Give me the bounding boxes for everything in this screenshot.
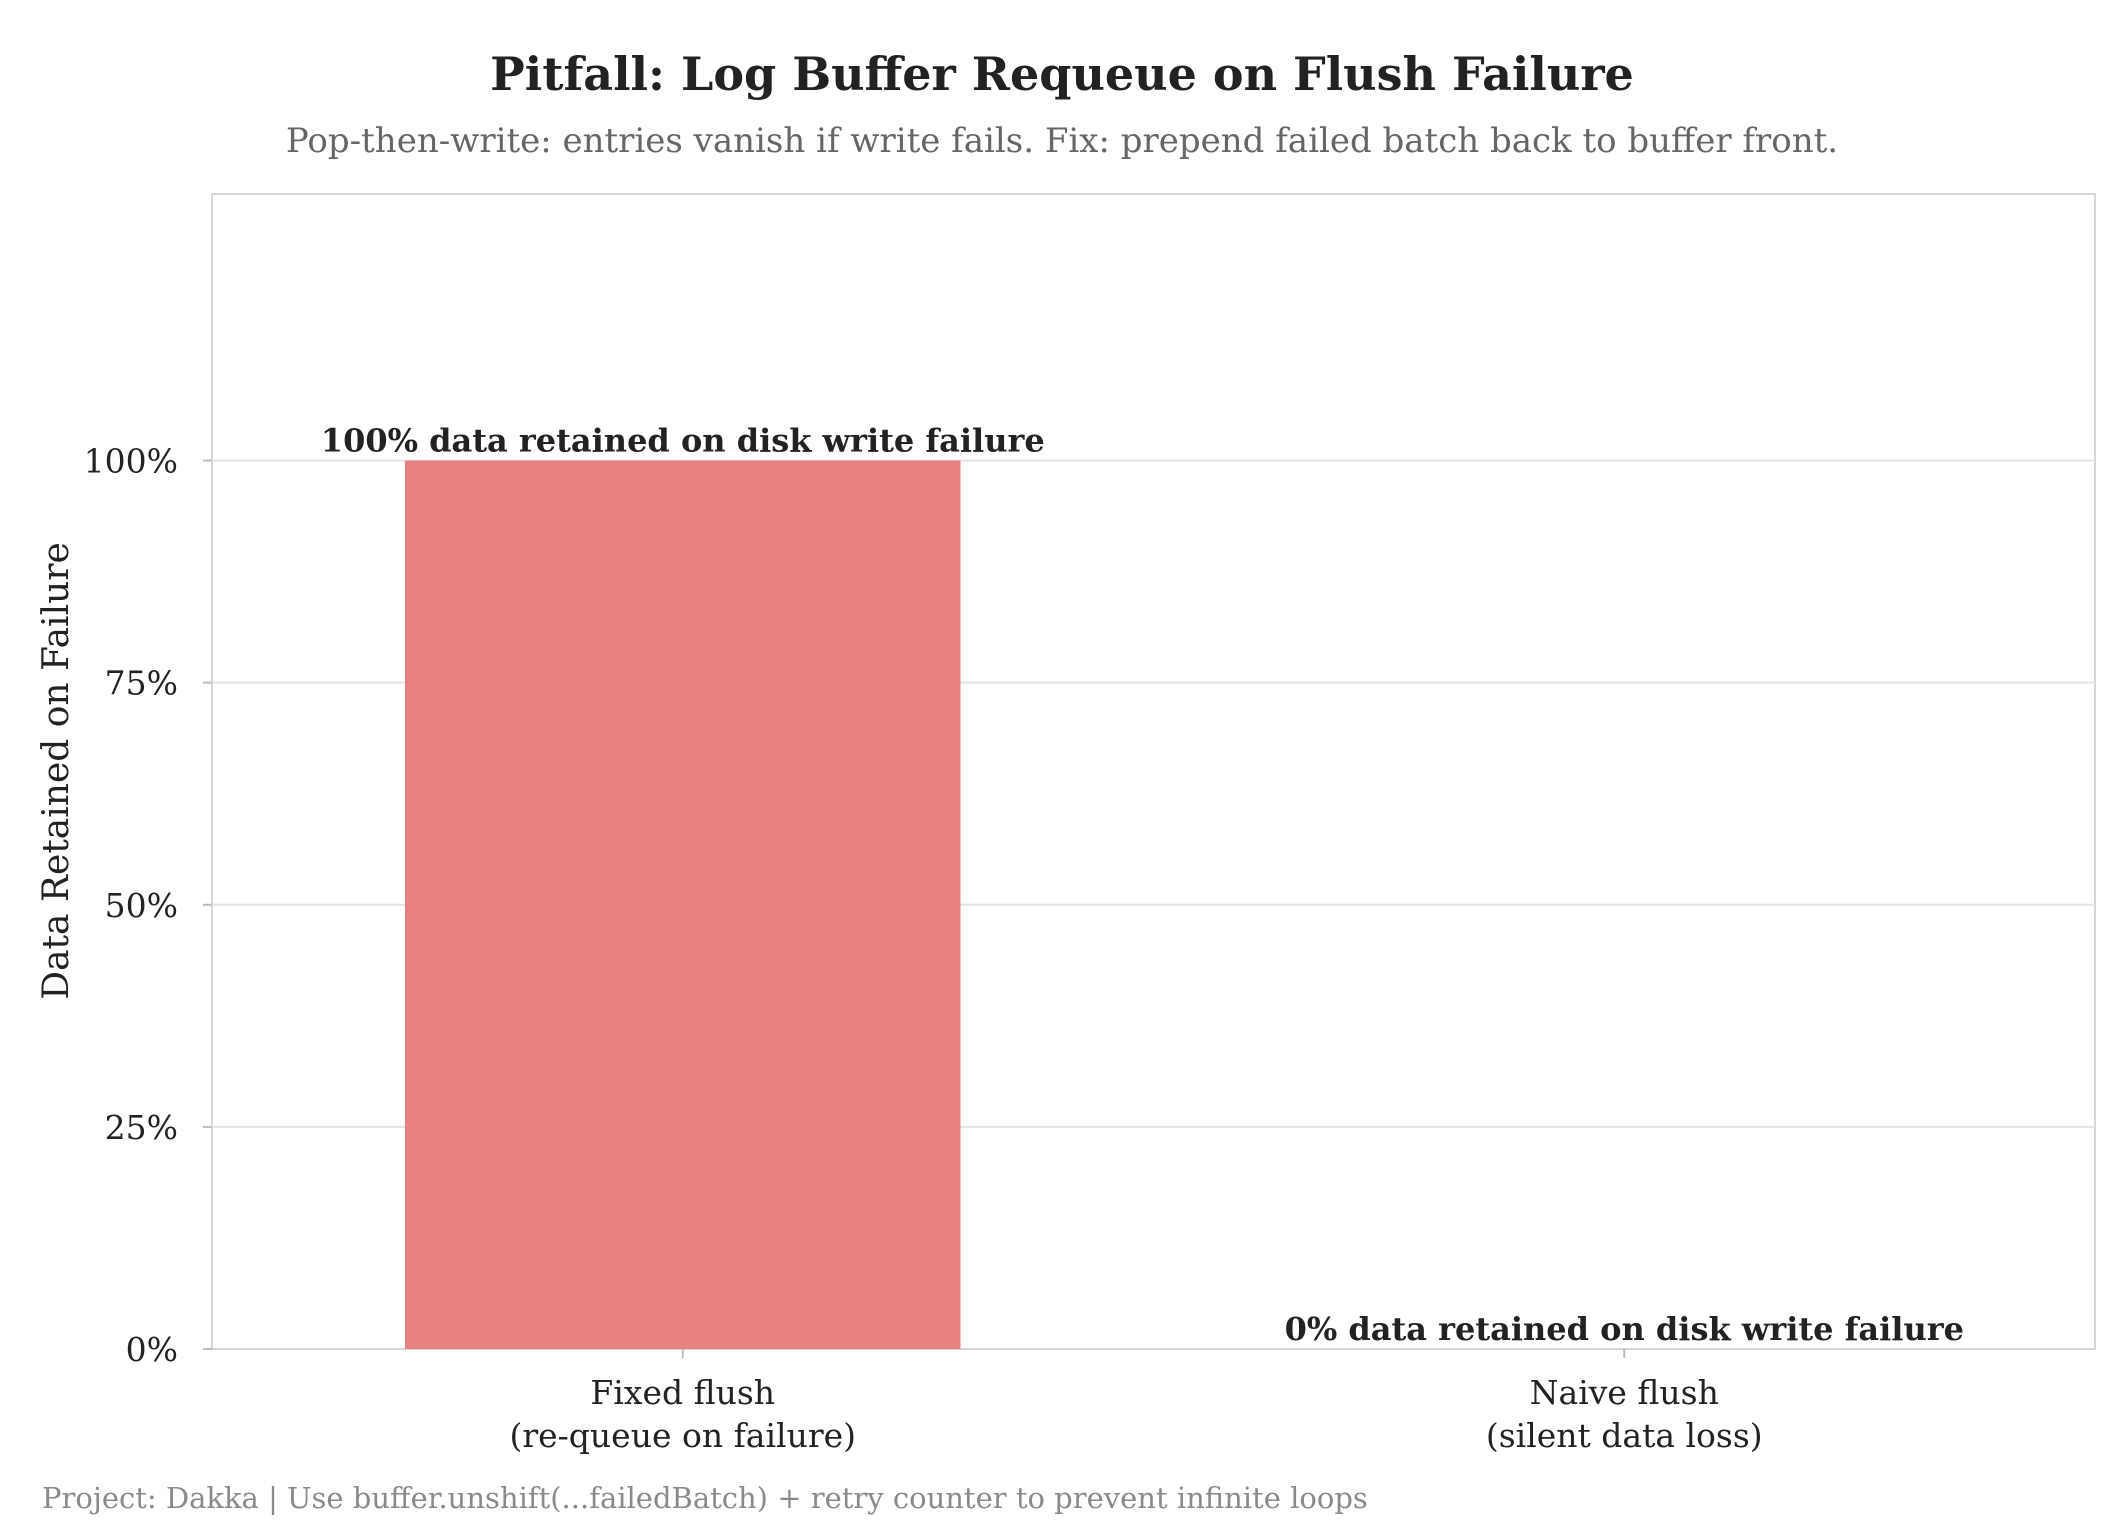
x-tick-label-line: Fixed flush	[590, 1373, 775, 1412]
data-label: 0% data retained on disk write failure	[1285, 1310, 1964, 1348]
y-tick-label: 25%	[105, 1108, 178, 1147]
x-axis-ticks: Fixed flush (re-queue on failure) Naive fl…	[509, 1349, 1763, 1455]
bars	[405, 460, 961, 1349]
x-tick-label-line: (re-queue on failure)	[509, 1416, 856, 1455]
data-label: 100% data retained on disk write failure	[321, 422, 1045, 460]
y-tick-label: 0%	[126, 1330, 178, 1369]
y-axis-ticks: 0% 25% 50% 75% 100%	[84, 442, 212, 1369]
chart-subtitle: Pop-then-write: entries vanish if write …	[286, 121, 1838, 161]
y-tick-label: 100%	[84, 442, 178, 481]
x-tick-label: Naive flush (silent data loss)	[1486, 1373, 1763, 1455]
plot-area	[211, 193, 2096, 1350]
y-axis-label: Data Retained on Failure	[36, 542, 77, 1000]
chart-title: Pitfall: Log Buffer Requeue on Flush Fai…	[490, 47, 1634, 101]
data-labels: 100% data retained on disk write failure…	[321, 422, 1964, 1348]
x-tick-label-line: (silent data loss)	[1486, 1416, 1763, 1455]
y-tick-label: 75%	[105, 664, 178, 703]
chart-caption: Project: Dakka | Use buffer.unshift(...f…	[42, 1481, 1368, 1515]
x-tick-label-line: Naive flush	[1530, 1373, 1719, 1412]
y-tick-label: 50%	[105, 886, 178, 925]
x-tick-label: Fixed flush (re-queue on failure)	[509, 1373, 856, 1455]
bar	[405, 460, 961, 1349]
